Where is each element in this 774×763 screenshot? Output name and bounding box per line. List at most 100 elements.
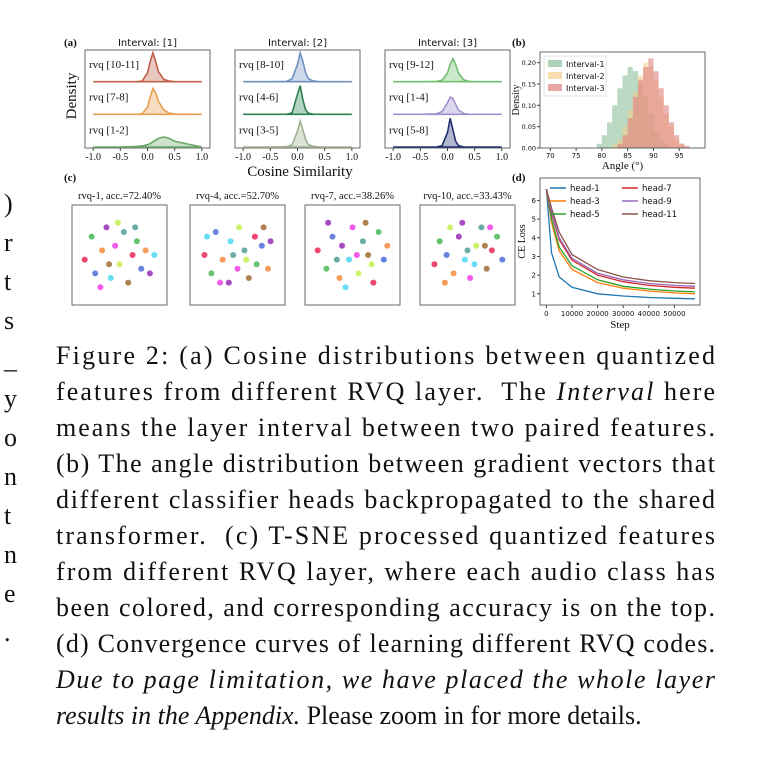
- series-label: rvq [3-5]: [239, 124, 278, 136]
- tsne-point: [201, 252, 208, 258]
- x-tick-label: 10000: [561, 310, 583, 318]
- tsne-point: [487, 224, 494, 231]
- hist-bar: [658, 88, 664, 148]
- hist-bar: [668, 122, 675, 148]
- density-curve: [393, 56, 502, 83]
- loss-curve: [545, 189, 695, 289]
- x-tick-label: -0.5: [112, 152, 128, 163]
- x-tick-label: 1.0: [346, 152, 359, 163]
- tsne-point: [436, 238, 443, 245]
- hist-bar: [607, 122, 613, 148]
- tsne-point: [132, 224, 139, 231]
- margin-fragment: o: [4, 423, 17, 452]
- y-axis-label: CE Loss: [517, 224, 528, 258]
- margin-fragment: r: [4, 228, 13, 257]
- x-axis-label: Step: [610, 319, 630, 331]
- tsne-point: [107, 275, 114, 281]
- y-tick-label: 0.20: [522, 59, 536, 67]
- tsne-point: [264, 265, 271, 272]
- series-label: rvq [1-4]: [389, 92, 428, 104]
- panel-title: Interval: [1]: [118, 38, 177, 49]
- x-tick-label: 0.5: [468, 152, 481, 163]
- tsne-point: [339, 242, 346, 249]
- caption-line: (d) Convergence curves of learning diffe…: [56, 629, 715, 658]
- hist-bar: [643, 66, 649, 148]
- tsne-point: [234, 265, 241, 272]
- margin-fragment: n: [4, 540, 17, 569]
- tsne-point: [81, 256, 88, 263]
- y-tick-label: 0.15: [522, 81, 536, 89]
- margin-fragment: ): [4, 189, 13, 218]
- tsne-point: [103, 224, 110, 231]
- caption-text: means the layer interval between two pai…: [56, 413, 715, 442]
- density-curve: [393, 118, 502, 148]
- x-tick-label: 75: [572, 152, 581, 160]
- margin-fragment: y: [4, 384, 17, 413]
- tsne-point: [494, 233, 501, 240]
- tsne-point: [314, 247, 321, 254]
- plot-frame: [539, 51, 706, 149]
- legend-swatch: [548, 60, 562, 67]
- series-label: rvq [9-12]: [389, 59, 434, 71]
- hist-bar: [674, 135, 680, 148]
- plot-frame: [539, 177, 701, 306]
- x-tick-label: -1.0: [85, 152, 101, 163]
- caption-text: from different RVQ layer, where each aud…: [56, 557, 715, 586]
- density-curve: [93, 86, 202, 116]
- tsne-point: [133, 238, 140, 245]
- caption-text: (b) The angle distribution between gradi…: [56, 449, 716, 478]
- panel-title: Interval: [2]: [268, 38, 327, 49]
- tsne-point: [359, 238, 366, 245]
- tsne-point: [212, 229, 219, 235]
- x-tick-label: 0.0: [291, 152, 304, 163]
- y-tick-label: 3: [532, 253, 536, 261]
- loss-curve: [545, 189, 695, 300]
- caption-line: from different RVQ layer, where each aud…: [56, 557, 715, 586]
- x-tick-label: -0.5: [262, 152, 278, 163]
- panel-title: rvq-1, acc.=72.40%: [78, 191, 161, 202]
- caption-line: Figure 2: (a) Cosine distributions betwe…: [56, 341, 715, 370]
- caption-line: transformer. (c) T-SNE processed quantiz…: [56, 521, 715, 550]
- caption-line: features from different RVQ layer. The I…: [56, 377, 715, 406]
- tsne-point: [138, 265, 145, 272]
- loss-curve: [545, 189, 695, 285]
- plot-frame: [71, 204, 168, 306]
- panel-label: (b): [512, 37, 526, 49]
- x-tick-label: 0.5: [168, 152, 181, 163]
- y-tick-label: 4: [532, 234, 537, 242]
- hist-bar: [632, 96, 638, 148]
- tsne-point: [245, 275, 252, 281]
- caption-text: Figure 2: (a) Cosine distributions betwe…: [56, 341, 715, 370]
- tsne-point: [151, 252, 158, 258]
- x-tick-label: 0.0: [441, 152, 454, 163]
- hist-bar: [612, 105, 618, 148]
- tsne-point: [459, 219, 466, 226]
- tsne-point: [236, 224, 243, 231]
- tsne-point: [488, 247, 495, 254]
- tsne-point: [365, 252, 372, 258]
- panel-title: rvq-4, acc.=52.70%: [196, 191, 279, 202]
- series-label: rvq [10-11]: [89, 59, 139, 71]
- tsne-point: [353, 252, 360, 258]
- tsne-point: [467, 275, 474, 281]
- tsne-point: [230, 252, 237, 258]
- tsne-point: [471, 261, 478, 268]
- tsne-point: [114, 219, 121, 226]
- caption-line: been colored, and corresponding accuracy…: [56, 593, 715, 622]
- hist-bar: [653, 71, 659, 148]
- margin-fragment: n: [4, 462, 17, 491]
- x-tick-label: 0: [544, 310, 548, 318]
- y-tick-label: 0.10: [522, 102, 536, 110]
- x-tick-label: 95: [675, 152, 684, 160]
- x-tick-label: 30000: [612, 310, 634, 318]
- legend-label: head-5: [570, 210, 600, 220]
- density-curve: [243, 118, 352, 148]
- tsne-point: [483, 265, 490, 272]
- caption-text: results in the Appendix.: [56, 701, 300, 730]
- x-tick-label: 1.0: [496, 152, 509, 163]
- tsne-point: [441, 279, 448, 286]
- y-tick-label: 2: [532, 272, 536, 280]
- x-tick-label: 1.0: [196, 152, 209, 163]
- tsne-point: [481, 242, 488, 249]
